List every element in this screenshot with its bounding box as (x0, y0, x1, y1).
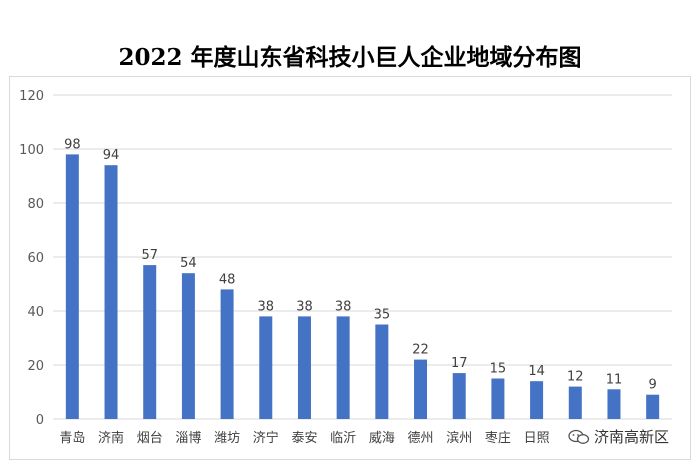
bar (181, 273, 195, 419)
data-label: 48 (219, 272, 236, 287)
bar (65, 154, 79, 419)
data-label: 57 (141, 248, 158, 263)
bar (568, 386, 582, 419)
y-tick-label: 120 (19, 89, 44, 104)
data-label: 98 (64, 137, 81, 152)
bar (297, 316, 311, 419)
chart-title: 2022 年度山东省科技小巨人企业地域分布图 (118, 44, 582, 71)
data-label: 35 (374, 308, 391, 323)
x-tick-label: 日照 (524, 431, 550, 446)
bar (336, 316, 350, 419)
x-tick-label: 滨州 (446, 430, 472, 446)
x-axis-ticks: 青岛 济南 烟台 淄博 潍坊 济宁 泰安 临沂 威海 德州 滨州 枣庄 日照 (59, 430, 549, 446)
bar (143, 265, 157, 419)
x-tick-label: 烟台 (137, 431, 163, 446)
data-label: 22 (412, 343, 429, 358)
x-tick-label: 威海 (369, 431, 395, 446)
y-tick-label: 60 (27, 251, 44, 266)
x-tick-label: 青岛 (59, 430, 85, 446)
watermark-text: 济南高新区 (594, 428, 670, 446)
bar (220, 289, 234, 419)
bar (607, 389, 621, 419)
bar (491, 378, 505, 419)
data-label: 9 (649, 378, 657, 393)
watermark: 济南高新区 (564, 424, 674, 449)
x-tick-label: 德州 (408, 431, 434, 446)
y-tick-label: 0 (36, 413, 44, 428)
x-tick-label: 泰安 (291, 431, 317, 446)
x-tick-label: 淄博 (175, 431, 201, 446)
y-tick-label: 100 (19, 143, 44, 158)
x-tick-label: 济宁 (253, 430, 279, 446)
bar (530, 381, 544, 419)
data-label: 94 (103, 148, 120, 163)
x-tick-label: 潍坊 (214, 431, 240, 446)
data-label: 38 (258, 299, 275, 314)
x-tick-label: 枣庄 (485, 430, 511, 446)
data-label: 54 (180, 256, 197, 271)
y-tick-label: 80 (27, 197, 44, 212)
data-label: 38 (335, 299, 352, 314)
data-label: 17 (451, 356, 468, 371)
x-tick-label: 临沂 (330, 431, 356, 446)
y-axis-ticks: 0 20 40 60 80 100 120 (19, 89, 44, 428)
bar (414, 359, 428, 419)
data-label: 14 (528, 364, 545, 379)
wechat-icon (568, 429, 590, 444)
x-tick-label: 济南 (98, 430, 124, 446)
bar (104, 165, 118, 419)
data-label: 11 (606, 372, 623, 387)
bar (375, 324, 389, 419)
chart-frame (9, 76, 691, 460)
data-label: 12 (567, 370, 584, 385)
data-labels: 98 94 57 54 48 38 38 38 35 22 17 15 14 12 11 9 (64, 137, 657, 392)
bar (646, 394, 660, 419)
y-tick-label: 40 (27, 305, 44, 320)
bar (259, 316, 273, 419)
bar (452, 373, 466, 419)
bars (65, 154, 660, 419)
data-label: 38 (296, 299, 313, 314)
data-label: 15 (490, 362, 507, 377)
y-tick-label: 20 (27, 359, 44, 374)
